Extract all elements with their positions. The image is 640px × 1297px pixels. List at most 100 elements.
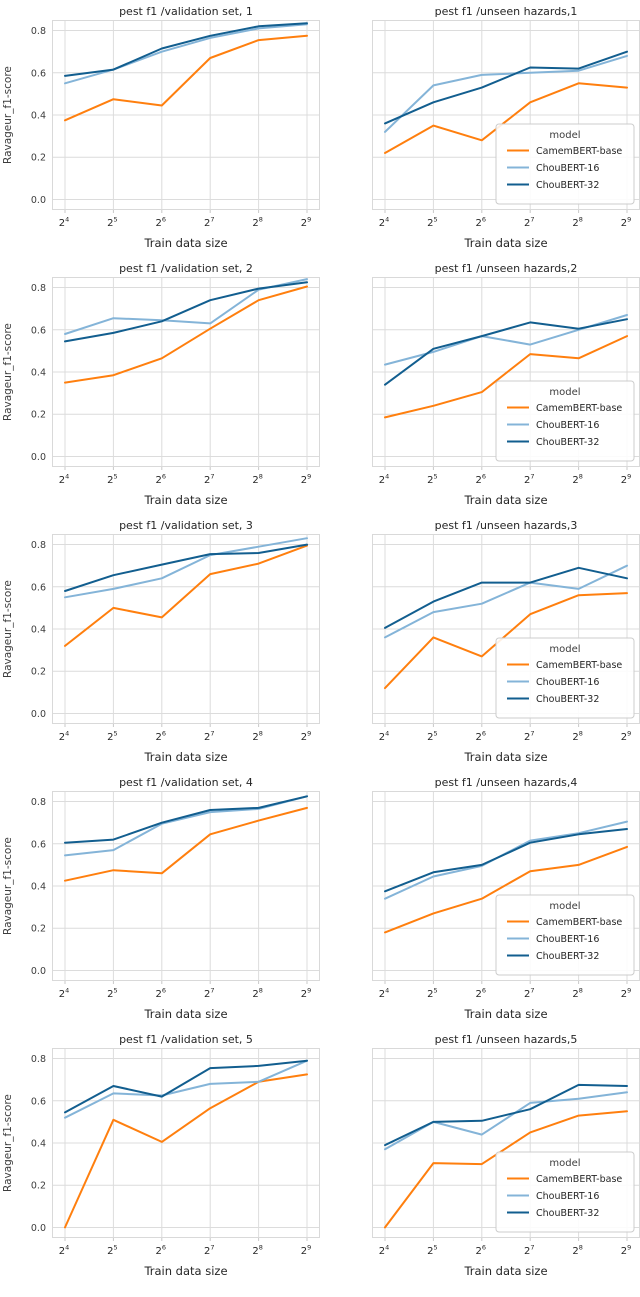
legend-title: model bbox=[549, 644, 580, 655]
series-line-camembert-base bbox=[64, 1073, 308, 1229]
legend-title: model bbox=[549, 901, 580, 912]
x-tick-label: 28 bbox=[572, 987, 583, 1001]
y-axis-label: Ravageur_f1-score bbox=[2, 323, 14, 421]
x-axis-label: Train data size bbox=[144, 236, 228, 250]
chart-title: pest f1 /unseen hazards,2 bbox=[434, 262, 578, 275]
x-tick-label: 26 bbox=[476, 1244, 487, 1258]
y-tick-label: 0.4 bbox=[31, 111, 46, 122]
chart-body: 24 25 26 27 28 29 model CamemBERT-base ChouBERT-… bbox=[320, 534, 640, 749]
x-tick-label: 26 bbox=[156, 473, 167, 487]
chart-title: pest f1 /unseen hazards,4 bbox=[434, 776, 578, 789]
x-tick-label: 26 bbox=[476, 473, 487, 487]
y-tick-label: 0.6 bbox=[31, 582, 46, 593]
chart-row: pest f1 /validation set, 1 Ravageur_f1-s… bbox=[0, 3, 640, 260]
legend-label-camembert-base: CamemBERT-base bbox=[536, 660, 622, 671]
chart-body: 24 25 26 27 28 29 model CamemBERT-base ChouBERT-… bbox=[320, 20, 640, 235]
x-axis-label: Train data size bbox=[464, 1264, 548, 1278]
x-tick-label: 25 bbox=[107, 473, 118, 487]
chart-title: pest f1 /validation set, 3 bbox=[119, 519, 253, 532]
x-tick-label: 29 bbox=[301, 473, 312, 487]
x-tick-label: 24 bbox=[379, 216, 390, 230]
legend-label-choubert-32: ChouBERT-32 bbox=[536, 951, 599, 962]
series-line-choubert-16 bbox=[384, 564, 628, 639]
y-axis-label: Ravageur_f1-score bbox=[2, 1094, 14, 1192]
series-line-camembert-base bbox=[64, 544, 308, 647]
x-tick-label: 27 bbox=[204, 1244, 215, 1258]
y-axis-label bbox=[320, 20, 336, 210]
x-tick-label: 28 bbox=[572, 216, 583, 230]
y-tick-label: 0.2 bbox=[31, 153, 46, 164]
y-axis-label bbox=[320, 534, 336, 724]
y-axis-label bbox=[320, 277, 336, 467]
series-line-choubert-32 bbox=[384, 828, 628, 893]
x-tick-label: 27 bbox=[524, 730, 535, 744]
series-line-camembert-base bbox=[384, 335, 628, 419]
x-tick-label: 26 bbox=[156, 987, 167, 1001]
series-line-camembert-base bbox=[64, 34, 308, 122]
x-tick-label: 24 bbox=[379, 987, 390, 1001]
x-tick-label: 25 bbox=[107, 216, 118, 230]
x-tick-label: 24 bbox=[379, 730, 390, 744]
plot-frame bbox=[52, 20, 320, 210]
y-tick-label: 0.0 bbox=[31, 195, 46, 206]
y-tick-label: 0.4 bbox=[31, 1139, 46, 1150]
x-tick-label: 28 bbox=[572, 473, 583, 487]
x-tick-label: 24 bbox=[59, 473, 70, 487]
legend-label-camembert-base: CamemBERT-base bbox=[536, 1174, 622, 1185]
y-tick-label: 0.4 bbox=[31, 368, 46, 379]
x-tick-label: 28 bbox=[572, 730, 583, 744]
series-line-choubert-16 bbox=[64, 1059, 308, 1119]
y-tick-label: 0.0 bbox=[31, 1223, 46, 1234]
series-line-camembert-base bbox=[64, 806, 308, 882]
chart-pest-f1-unseen-hazards-2: pest f1 /unseen hazards,2 24 25 26 27 28 29 mo… bbox=[320, 260, 640, 511]
x-tick-label: 25 bbox=[427, 987, 438, 1001]
plot-area: 24 25 26 27 28 29 0.0 0.2 0.4 0.6 0.8 bbox=[31, 1048, 320, 1258]
series-line-choubert-32 bbox=[64, 795, 308, 844]
chart-row: pest f1 /validation set, 4 Ravageur_f1-s… bbox=[0, 774, 640, 1031]
x-tick-label: 28 bbox=[252, 1244, 263, 1258]
chart-pest-f1-unseen-hazards-1: pest f1 /unseen hazards,1 24 25 26 27 28 29 mo… bbox=[320, 3, 640, 254]
x-tick-label: 29 bbox=[301, 987, 312, 1001]
y-axis-label: Ravageur_f1-score bbox=[2, 837, 14, 935]
x-tick-label: 27 bbox=[524, 1244, 535, 1258]
x-tick-label: 26 bbox=[156, 216, 167, 230]
legend-box bbox=[495, 637, 635, 719]
x-tick-label: 28 bbox=[252, 216, 263, 230]
x-tick-label: 28 bbox=[252, 473, 263, 487]
x-tick-label: 25 bbox=[107, 730, 118, 744]
y-tick-label: 0.0 bbox=[31, 452, 46, 463]
series-line-camembert-base bbox=[384, 82, 628, 154]
chart-pest-f1-validation-set-3: pest f1 /validation set, 3 Ravageur_f1-s… bbox=[0, 517, 320, 768]
plot-area: 24 25 26 27 28 29 model CamemBERT-base ChouBERT-… bbox=[372, 1048, 640, 1258]
y-tick-label: 0.2 bbox=[31, 1181, 46, 1192]
chart-body: 24 25 26 27 28 29 model CamemBERT-base ChouBERT-… bbox=[320, 1048, 640, 1263]
plot-frame bbox=[52, 534, 320, 724]
legend-box bbox=[495, 894, 635, 976]
chart-title: pest f1 /unseen hazards,5 bbox=[434, 1033, 578, 1046]
y-axis-label: Ravageur_f1-score bbox=[2, 66, 14, 164]
y-tick-label: 0.2 bbox=[31, 667, 46, 678]
x-axis-label: Train data size bbox=[464, 493, 548, 507]
x-tick-label: 29 bbox=[621, 987, 632, 1001]
series-line-choubert-32 bbox=[384, 566, 628, 629]
x-axis-label: Train data size bbox=[144, 1264, 228, 1278]
chart-pest-f1-validation-set-1: pest f1 /validation set, 1 Ravageur_f1-s… bbox=[0, 3, 320, 254]
chart-title: pest f1 /validation set, 5 bbox=[119, 1033, 253, 1046]
series-line-choubert-32 bbox=[64, 543, 308, 592]
chart-body: Ravageur_f1-score 24 25 26 27 28 29 0.0 0.2 0.4 0… bbox=[0, 20, 320, 235]
legend-label-choubert-32: ChouBERT-32 bbox=[536, 437, 599, 448]
y-axis-label bbox=[320, 1048, 336, 1238]
x-tick-label: 24 bbox=[59, 730, 70, 744]
y-tick-label: 0.6 bbox=[31, 1096, 46, 1107]
chart-body: Ravageur_f1-score 24 25 26 27 28 29 0.0 0.2 0.4 0… bbox=[0, 1048, 320, 1263]
legend-label-choubert-16: ChouBERT-16 bbox=[536, 934, 599, 945]
y-axis-label bbox=[320, 791, 336, 981]
x-tick-label: 25 bbox=[427, 216, 438, 230]
chart-title: pest f1 /unseen hazards,3 bbox=[434, 519, 578, 532]
series-line-camembert-base bbox=[64, 285, 308, 384]
x-tick-label: 29 bbox=[621, 473, 632, 487]
chart-body: 24 25 26 27 28 29 model CamemBERT-base ChouBERT-… bbox=[320, 277, 640, 492]
x-tick-label: 26 bbox=[476, 730, 487, 744]
y-tick-label: 0.2 bbox=[31, 924, 46, 935]
x-tick-label: 27 bbox=[524, 987, 535, 1001]
